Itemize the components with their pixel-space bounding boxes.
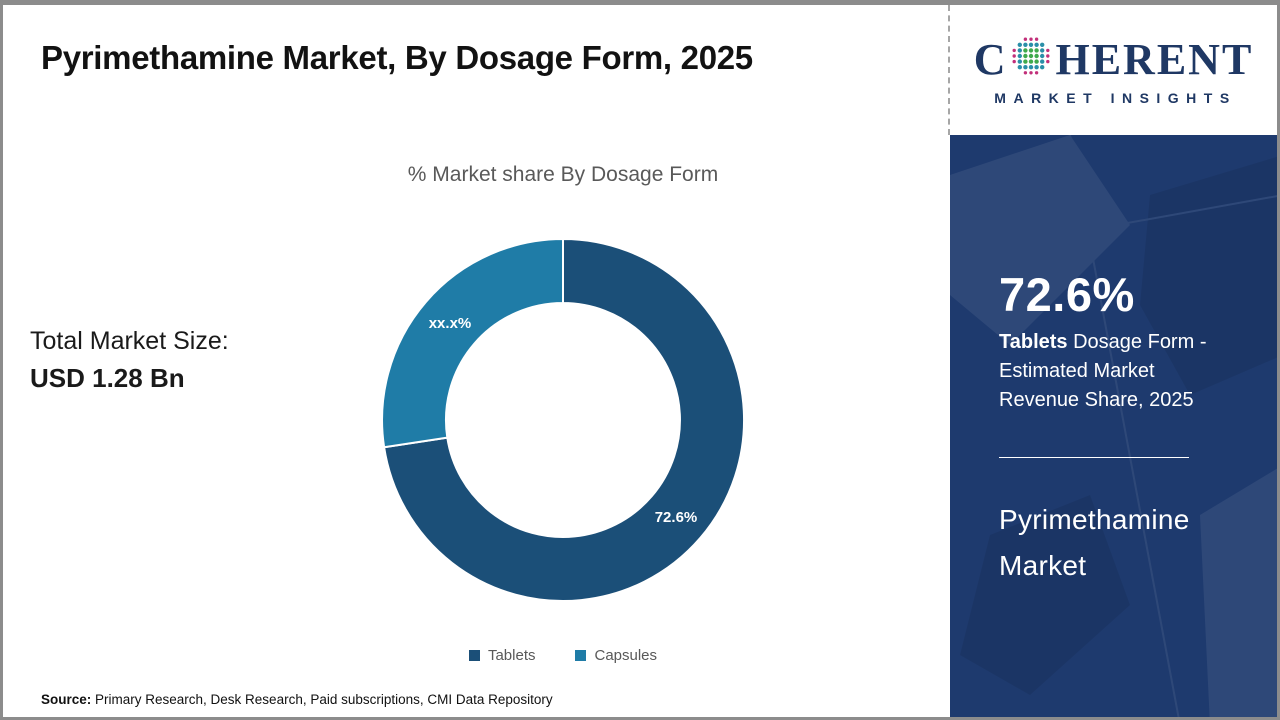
brand-letters-rest: HERENT (1055, 35, 1254, 84)
highlight-panel: 72.6% Tablets Dosage Form - Estimated Ma… (950, 135, 1277, 717)
legend-swatch-icon (575, 650, 587, 661)
source-note: Source: Primary Research, Desk Research,… (41, 692, 553, 707)
highlight-stat-value: 72.6% (999, 268, 1135, 321)
brand-wordmark: C HERENT (974, 34, 1254, 86)
slice-label-tablets: 72.6% (655, 509, 698, 526)
brand-logo: C HERENT MARKET INSIGHTS (948, 5, 1277, 135)
chart-area: % Market share By Dosage Form 72.6% xx.x%… (163, 145, 963, 705)
legend-swatch-icon (468, 650, 480, 661)
legend-label: Tablets (487, 647, 536, 664)
total-market-size: Total Market Size: USD 1.28 Bn (30, 327, 229, 394)
highlight-stat-rest: Dosage Form - Estimated Market Revenue S… (999, 331, 1207, 411)
legend-label: Capsules (594, 647, 658, 664)
donut-slice-tablets (382, 237, 745, 602)
brand-tagline: MARKET INSIGHTS (994, 90, 1237, 106)
world-map-texture (950, 135, 1277, 717)
source-label: Source: (41, 692, 92, 707)
legend-item-tablets: Tablets (468, 647, 536, 664)
legend-item-capsules: Capsules (575, 647, 657, 664)
globe-dots-icon (1009, 34, 1053, 86)
total-market-size-label: Total Market Size: (30, 327, 229, 355)
source-text: Primary Research, Desk Research, Paid su… (91, 692, 553, 707)
total-market-size-value: USD 1.28 Bn (30, 363, 185, 393)
page-title: Pyrimethamine Market, By Dosage Form, 20… (41, 39, 753, 76)
chart-title: % Market share By Dosage Form (407, 163, 719, 186)
donut-slice-capsules (381, 237, 564, 449)
highlight-panel-content: 72.6% Tablets Dosage Form - Estimated Ma… (950, 135, 1277, 717)
slice-label-capsules: xx.x% (429, 315, 472, 332)
donut-chart: 72.6% xx.x% (373, 230, 753, 610)
panel-market-title: Pyrimethamine Market (999, 504, 1190, 581)
highlight-stat-description: Tablets Dosage Form - Estimated Market R… (999, 328, 1224, 415)
panel-divider (999, 457, 1189, 458)
brand-letter-c: C (973, 35, 1008, 84)
highlight-stat-segment: Tablets (999, 331, 1068, 353)
chart-legend: Tablets Capsules (163, 647, 963, 664)
